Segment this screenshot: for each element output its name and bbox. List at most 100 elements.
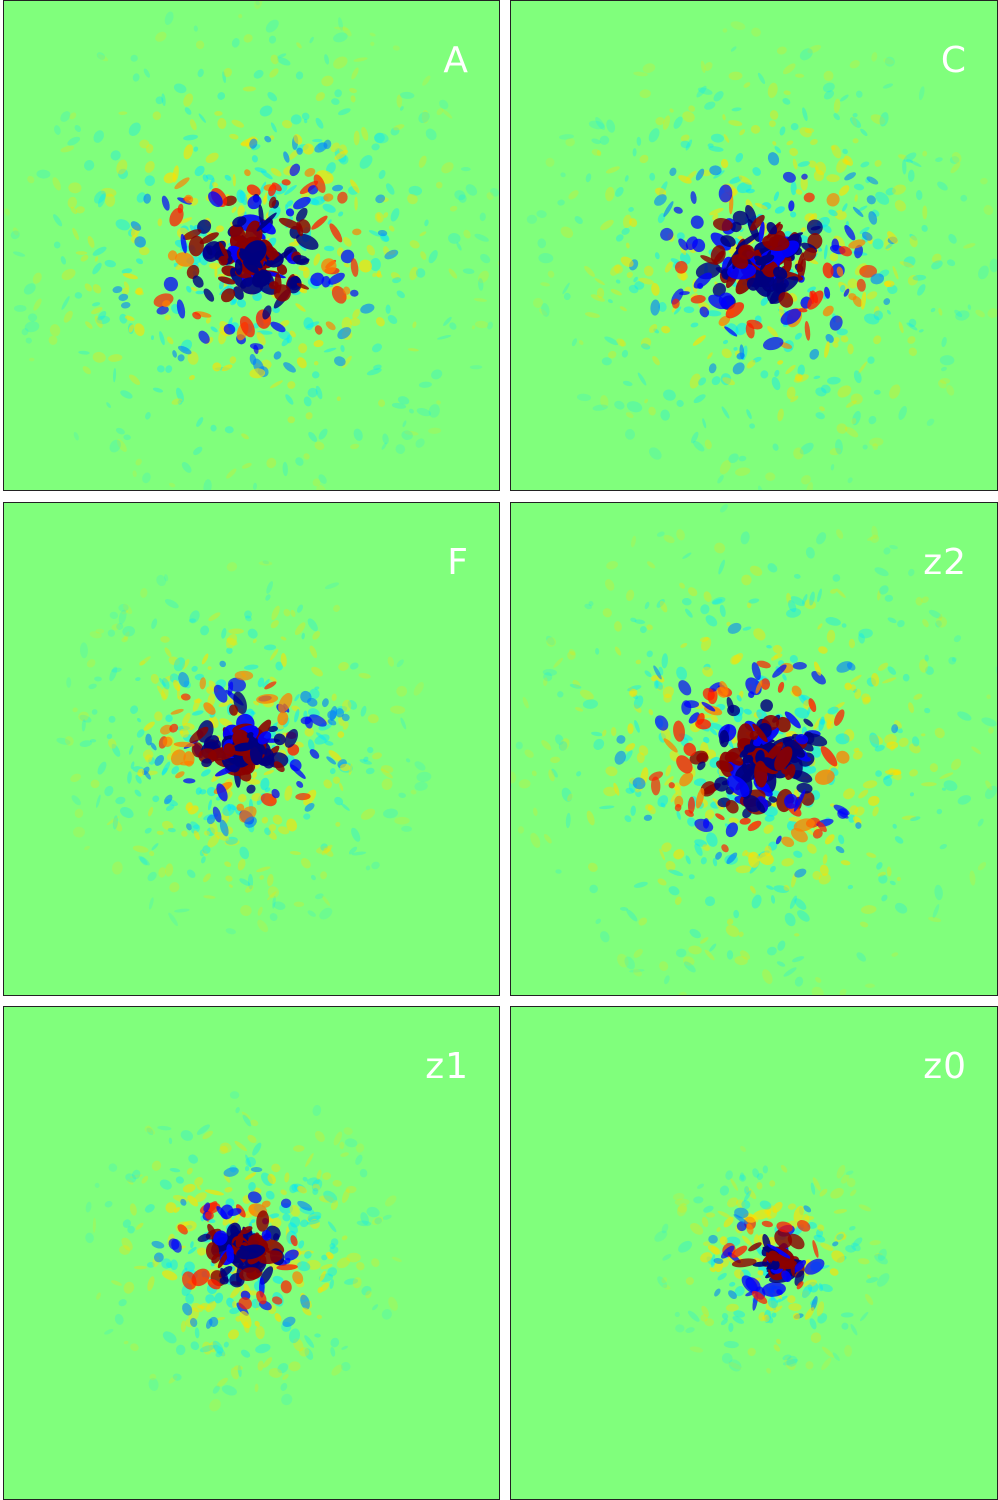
field-speckle (398, 792, 407, 798)
field-speckle (408, 185, 423, 196)
field-speckle (330, 1347, 336, 1357)
field-blob (674, 260, 688, 274)
field-speckle (361, 1285, 372, 1296)
field-speckle (805, 546, 815, 559)
field-speckle (734, 1286, 745, 1297)
field-blob (749, 731, 759, 740)
field-blob (825, 333, 834, 343)
field-speckle (127, 1225, 135, 1234)
field-speckle (827, 706, 839, 715)
field-speckle (458, 194, 467, 203)
field-speckle (829, 252, 839, 262)
field-speckle (222, 803, 236, 816)
panel-label: A (443, 40, 469, 81)
field-speckle (155, 96, 164, 105)
field-speckle (536, 210, 547, 218)
field-speckle (218, 280, 224, 290)
field-speckle (873, 305, 880, 317)
field-blob (723, 1216, 734, 1228)
field-speckle (821, 384, 831, 394)
field-speckle (823, 90, 835, 100)
field-speckle (415, 438, 425, 448)
field-speckle (849, 60, 860, 69)
field-speckle (36, 169, 51, 179)
field-speckle (702, 418, 707, 429)
field-speckle (348, 846, 358, 855)
field-speckle (234, 1140, 248, 1152)
field-speckle (329, 768, 336, 775)
field-speckle (269, 68, 279, 78)
field-speckle (722, 1312, 729, 1320)
field-speckle (595, 918, 602, 924)
field-speckle (336, 396, 341, 401)
field-blob (848, 239, 866, 249)
field-speckle (231, 206, 237, 213)
field-speckle (690, 1223, 704, 1235)
field-speckle (831, 144, 842, 159)
field-blob (674, 803, 682, 812)
field-speckle (148, 756, 155, 765)
field-speckle (571, 338, 578, 347)
field-blob (246, 184, 261, 197)
field-speckle (867, 1274, 871, 1279)
field-speckle (877, 1248, 887, 1261)
field-speckle (673, 116, 683, 129)
field-speckle (465, 184, 478, 196)
field-speckle (975, 309, 985, 318)
field-speckle (891, 952, 899, 957)
field-speckle (269, 676, 278, 683)
field-blob (201, 758, 212, 768)
field-speckle (233, 1365, 243, 1371)
field-speckle (546, 637, 557, 647)
field-speckle (321, 1254, 328, 1261)
field-speckle (625, 429, 635, 440)
field-speckle (92, 302, 101, 307)
field-speckle (682, 552, 692, 560)
field-speckle (892, 184, 906, 195)
field-speckle (800, 227, 807, 233)
field-speckle (555, 869, 562, 874)
field-speckle (909, 816, 921, 822)
field-blob (719, 729, 730, 748)
field-blob (787, 1233, 805, 1250)
field-blob (203, 288, 215, 302)
field-blob (709, 165, 722, 176)
field-speckle (129, 374, 141, 386)
field-speckle (860, 905, 877, 914)
field-blob (699, 306, 710, 318)
field-speckle (685, 1277, 694, 1285)
field-blob (739, 817, 751, 825)
field-speckle (869, 1240, 881, 1246)
field-speckle (173, 657, 186, 672)
field-speckle (140, 587, 148, 598)
field-speckle (663, 693, 672, 703)
field-speckle (693, 1196, 704, 1204)
field-speckle (736, 1199, 746, 1209)
field-blob (809, 348, 820, 360)
field-blob (743, 794, 762, 813)
field-speckle (268, 1368, 283, 1378)
field-speckle (840, 1174, 850, 1184)
field-blob (831, 1250, 845, 1263)
field-blob (271, 788, 280, 799)
field-speckle (615, 234, 624, 242)
field-speckle (75, 206, 85, 214)
field-speckle (636, 752, 645, 764)
field-speckle (277, 1362, 289, 1374)
field-speckle (774, 146, 782, 154)
field-speckle (630, 805, 636, 817)
field-blob (192, 312, 202, 320)
field-speckle (441, 162, 454, 174)
field-speckle (135, 1222, 144, 1230)
field-speckle (659, 848, 666, 861)
field-speckle (67, 196, 78, 209)
field-speckle (315, 385, 323, 400)
field-speckle (331, 98, 340, 105)
field-blob (725, 302, 745, 319)
field-blob (232, 729, 249, 747)
field-blob (173, 679, 181, 691)
field-blob (264, 245, 280, 262)
field-speckle (303, 710, 308, 719)
field-blob (154, 755, 165, 766)
field-speckle (656, 531, 665, 537)
